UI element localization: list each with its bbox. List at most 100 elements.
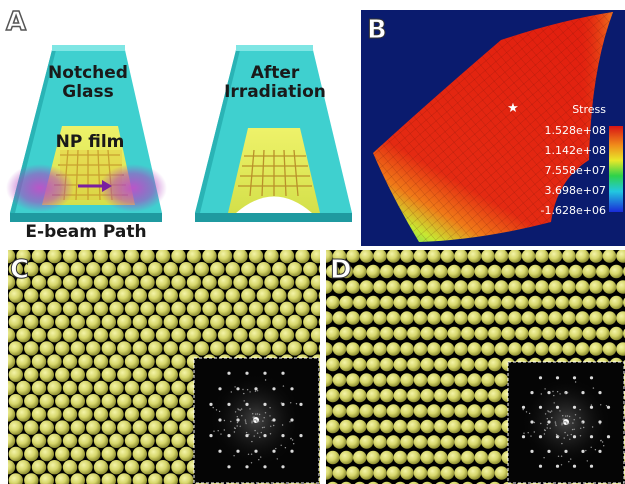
fft-noise bbox=[290, 402, 292, 404]
nanoparticle bbox=[8, 314, 23, 330]
nanoparticle bbox=[366, 450, 381, 465]
fft-spot bbox=[245, 465, 249, 469]
fft-noise bbox=[566, 392, 569, 394]
nanoparticle bbox=[326, 466, 333, 480]
nanoparticle bbox=[8, 394, 23, 409]
nanoparticle bbox=[179, 420, 194, 435]
nanoparticle bbox=[132, 262, 147, 277]
nanoparticle bbox=[101, 420, 117, 435]
panel-a: Notched Glass NP film E-beam Path bbox=[0, 0, 358, 246]
nanoparticle bbox=[528, 264, 543, 279]
nanoparticle bbox=[346, 311, 360, 325]
fft-noise bbox=[269, 415, 271, 417]
nanoparticle bbox=[346, 373, 360, 387]
nanoparticle bbox=[155, 407, 171, 422]
nanoparticle bbox=[332, 250, 347, 263]
nanoparticle bbox=[148, 420, 163, 435]
fft-noise bbox=[275, 447, 277, 450]
panel-d-label: D bbox=[330, 255, 352, 285]
nanoparticle bbox=[39, 394, 54, 409]
nanoparticle bbox=[16, 407, 31, 422]
nanoparticle bbox=[386, 466, 401, 480]
nanoparticle bbox=[264, 328, 279, 343]
nanoparticle bbox=[407, 357, 421, 372]
nanoparticle bbox=[179, 288, 194, 303]
nanoparticle bbox=[101, 262, 117, 277]
fft-noise bbox=[237, 408, 239, 410]
fft-noise bbox=[256, 390, 259, 392]
nanoparticle bbox=[8, 301, 16, 316]
fft-noise bbox=[289, 421, 291, 423]
nanoparticle bbox=[24, 288, 39, 303]
nanoparticle bbox=[359, 250, 374, 263]
fft-noise bbox=[566, 415, 569, 417]
nanoparticle bbox=[93, 275, 109, 290]
fft-noise bbox=[583, 426, 585, 429]
nanoparticle bbox=[132, 420, 147, 435]
nanoparticle bbox=[616, 250, 625, 263]
nanoparticle bbox=[521, 250, 536, 263]
nanoparticle-lattice-c bbox=[8, 250, 320, 484]
fft-spot bbox=[299, 402, 303, 406]
nanoparticle bbox=[461, 326, 475, 341]
fft-noise bbox=[236, 421, 239, 424]
nanoparticle bbox=[353, 295, 367, 310]
nanoparticle bbox=[407, 295, 421, 310]
nanoparticle bbox=[70, 288, 85, 303]
nanoparticle bbox=[454, 404, 468, 418]
nanoparticle bbox=[101, 473, 116, 484]
nanoparticle bbox=[241, 288, 256, 303]
notched-title-1: Notched bbox=[48, 63, 128, 83]
nanoparticle bbox=[39, 288, 54, 303]
nanoparticle bbox=[148, 394, 163, 409]
nanoparticle bbox=[535, 311, 549, 325]
fft-spot bbox=[538, 376, 543, 380]
nanoparticle bbox=[186, 250, 202, 264]
nanoparticle bbox=[171, 407, 186, 422]
fft-noise bbox=[523, 432, 525, 434]
nanoparticle bbox=[101, 314, 117, 330]
fft-noise bbox=[566, 434, 569, 436]
fft-spot bbox=[227, 371, 231, 375]
nanoparticle bbox=[186, 328, 202, 343]
nanoparticle bbox=[16, 433, 31, 448]
np-film-label: NP film bbox=[56, 132, 125, 152]
nanoparticle bbox=[101, 367, 117, 382]
nanoparticle bbox=[326, 404, 333, 418]
fft-noise bbox=[233, 455, 235, 457]
nanoparticle bbox=[413, 435, 428, 449]
after-title-1: After bbox=[251, 63, 300, 83]
nanoparticle bbox=[93, 354, 109, 369]
fft-noise bbox=[552, 390, 554, 393]
nanoparticle bbox=[256, 288, 271, 303]
nanoparticle bbox=[264, 250, 279, 264]
fft-spot bbox=[555, 376, 560, 380]
fft-noise bbox=[250, 462, 253, 464]
nanoparticle bbox=[413, 250, 428, 263]
nanoparticle bbox=[70, 446, 85, 462]
nanoparticle bbox=[380, 388, 394, 403]
fft-noise bbox=[561, 424, 563, 426]
nanoparticle bbox=[109, 301, 124, 316]
fft-noise bbox=[522, 408, 524, 411]
fft-noise bbox=[217, 430, 219, 432]
nanoparticle bbox=[400, 280, 414, 294]
fft-noise bbox=[264, 379, 267, 381]
nanoparticle bbox=[163, 288, 178, 303]
ebeam-glow bbox=[6, 164, 167, 212]
fft-spot bbox=[606, 435, 611, 439]
fft-spot bbox=[538, 464, 543, 468]
nanoparticle bbox=[386, 404, 401, 418]
nanoparticle bbox=[548, 250, 563, 263]
nanoparticle bbox=[24, 262, 39, 277]
nanoparticle bbox=[179, 473, 194, 484]
nanoparticle bbox=[124, 301, 140, 316]
nanoparticle bbox=[55, 262, 70, 277]
fft-noise bbox=[269, 433, 272, 435]
nanoparticle bbox=[279, 275, 295, 290]
nanoparticle bbox=[117, 314, 132, 330]
nanoparticle bbox=[481, 373, 495, 387]
nanoparticle bbox=[78, 301, 93, 316]
nanoparticle bbox=[295, 328, 310, 343]
nanoparticle bbox=[70, 394, 85, 409]
